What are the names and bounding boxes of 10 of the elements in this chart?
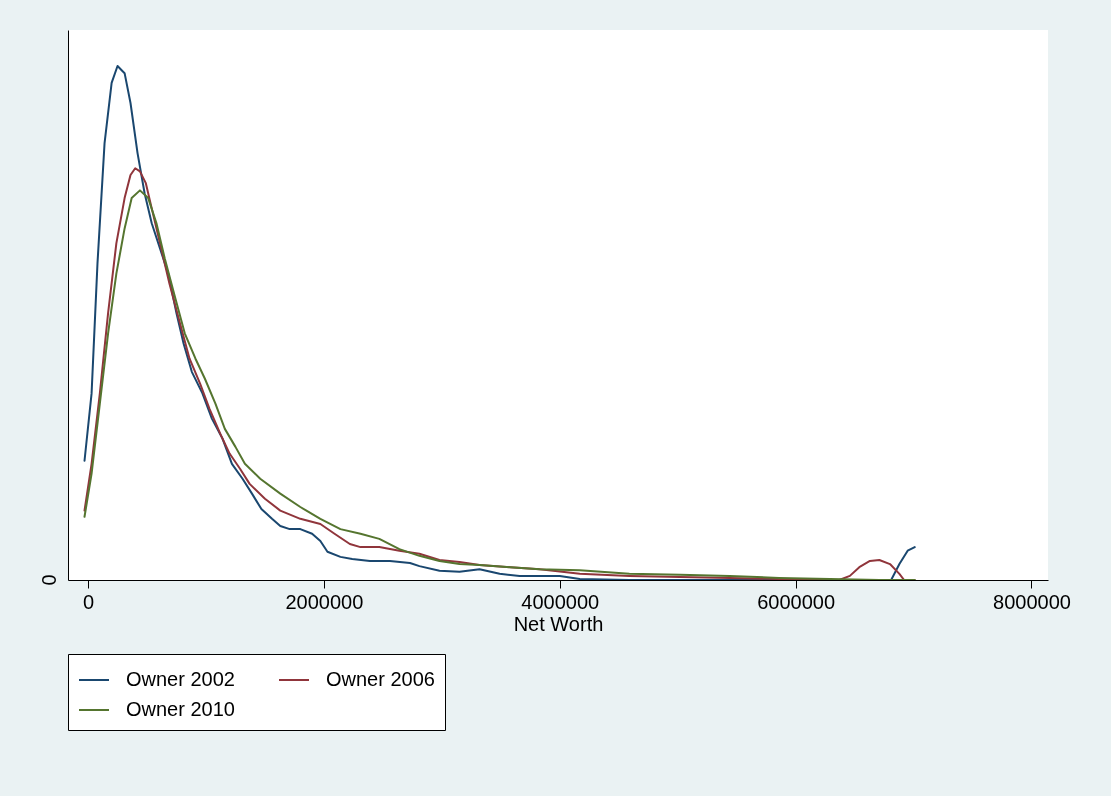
x-tick-label: 6000000 — [757, 590, 836, 613]
x-axis-title: Net Worth — [513, 612, 604, 635]
text: 0 — [38, 574, 60, 586]
x-tick-label: 8000000 — [993, 590, 1071, 613]
legend-label: Owner 2002 — [126, 668, 235, 690]
x-tick-label: 0 — [82, 590, 95, 613]
legend-label: Owner 2010 — [126, 698, 235, 720]
x-tick-label: 4000000 — [521, 590, 600, 613]
x-tick-label: 2000000 — [285, 590, 364, 613]
legend-label: Owner 2006 — [326, 668, 435, 690]
